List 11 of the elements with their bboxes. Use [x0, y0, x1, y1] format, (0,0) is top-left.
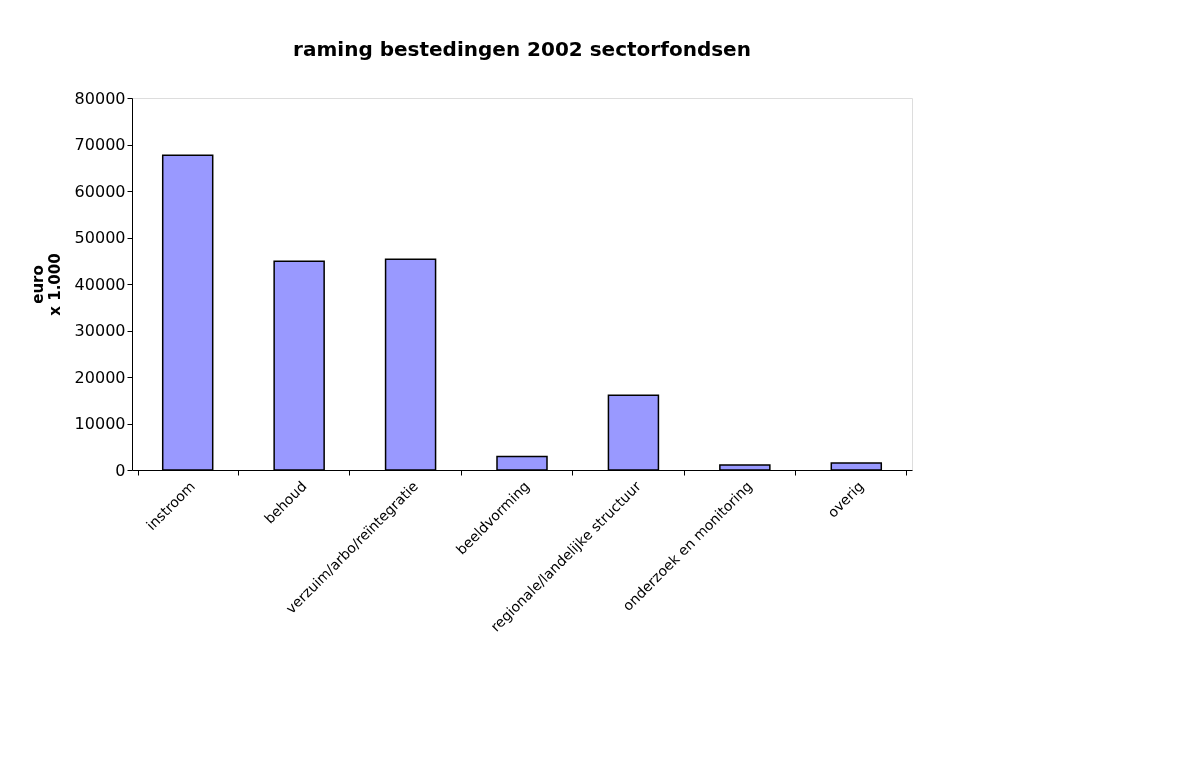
y-tick-label: 80000: [74, 88, 126, 108]
y-tick-label: 70000: [74, 135, 126, 154]
y-tick-label: 10000: [74, 414, 126, 433]
y-axis-title: euro x 1.000: [28, 253, 64, 316]
y-tick-label: 50000: [74, 228, 126, 247]
y-tick-label: 0: [115, 460, 126, 480]
y-tick-label: 60000: [74, 181, 126, 201]
chart-title: raming bestedingen 2002 sectorfondsen: [293, 37, 751, 61]
y-tick-label: 20000: [74, 367, 126, 387]
y-tick-label: 40000: [74, 274, 126, 294]
y-tick-label: 30000: [74, 321, 126, 340]
